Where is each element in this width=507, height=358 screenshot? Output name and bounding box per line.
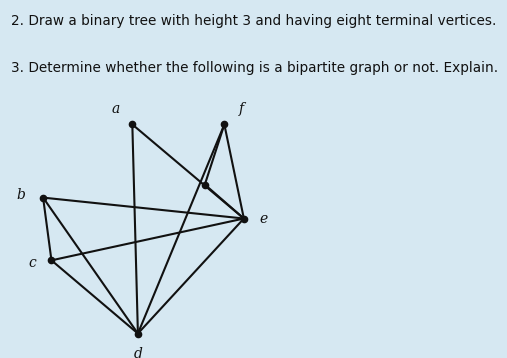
Text: e: e bbox=[259, 212, 268, 226]
Text: d: d bbox=[133, 347, 142, 358]
Text: c: c bbox=[28, 256, 36, 270]
Text: 2. Draw a binary tree with height 3 and having eight terminal vertices.: 2. Draw a binary tree with height 3 and … bbox=[11, 14, 496, 28]
Text: f: f bbox=[238, 102, 244, 116]
Text: 3. Determine whether the following is a bipartite graph or not. Explain.: 3. Determine whether the following is a … bbox=[11, 61, 498, 74]
Text: a: a bbox=[112, 102, 120, 116]
Text: b: b bbox=[16, 188, 25, 202]
